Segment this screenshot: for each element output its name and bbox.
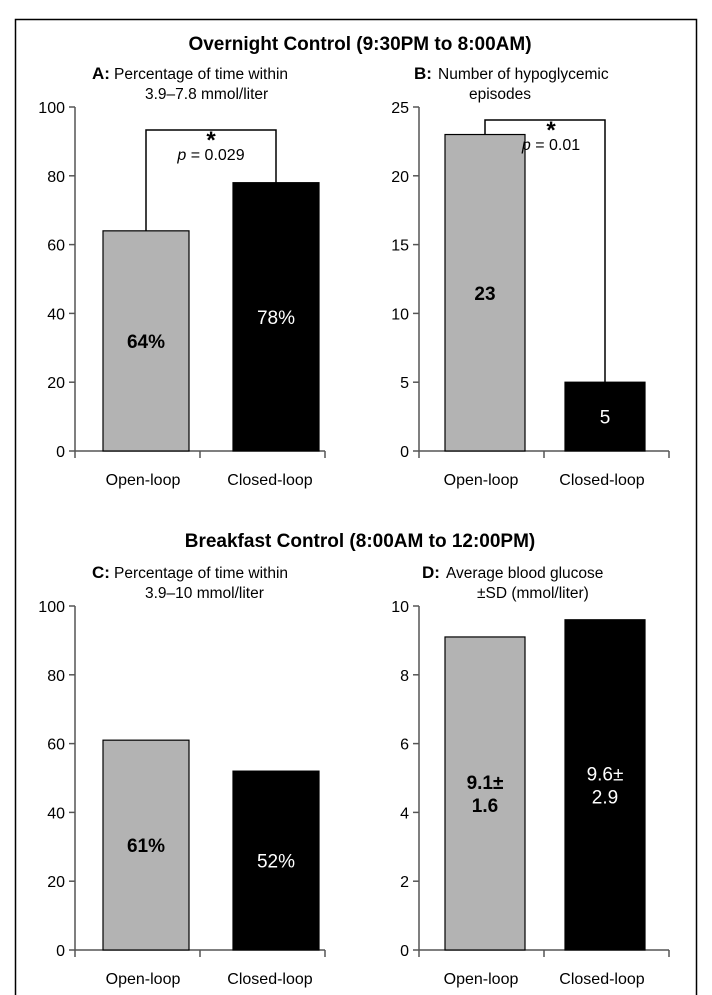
panel-letter: D: — [422, 563, 440, 582]
bar-open-loop — [102, 230, 190, 452]
panel-letter: B: — [414, 64, 432, 83]
p-value-label: p = 0.029 — [176, 147, 244, 164]
panel-title-line: 3.9–7.8 mmol/liter — [145, 86, 268, 103]
panel-title-line: Number of hypoglycemic — [438, 66, 609, 83]
panel-title-line: ±SD (mmol/liter) — [477, 585, 589, 602]
panel-letter: A: — [92, 64, 110, 83]
significance-star: * — [206, 127, 216, 154]
data-label: 1.6 — [472, 796, 498, 817]
panel-a: A: Percentage of time within 3.9–7.8 mmol/… — [38, 64, 326, 489]
y-tick-label: 25 — [391, 100, 409, 117]
y-tick-label: 6 — [400, 737, 409, 754]
data-label: 2.9 — [592, 787, 618, 808]
y-tick-label: 0 — [400, 943, 409, 960]
panel-c: C: Percentage of time within 3.9–10 mmol/l… — [38, 563, 326, 988]
y-tick-label: 60 — [47, 238, 65, 255]
y-tick-label: 100 — [38, 100, 65, 117]
y-tick-label: 0 — [56, 943, 65, 960]
panel-title-line: Percentage of time within — [114, 565, 288, 582]
y-tick-label: 20 — [391, 169, 409, 186]
category-label: Open-loop — [106, 971, 181, 988]
y-tick-label: 8 — [400, 668, 409, 685]
data-label: 9.6± — [587, 764, 624, 785]
data-label: 52% — [257, 852, 295, 873]
y-tick-label: 0 — [400, 444, 409, 461]
data-label: 64% — [127, 332, 165, 353]
panel-b: B: Number of hypoglycemic episodes 0 5 10 15 20… — [391, 64, 670, 489]
category-label: Closed-loop — [559, 472, 644, 489]
significance-bracket — [145, 129, 277, 231]
y-tick-label: 0 — [56, 444, 65, 461]
y-tick-label: 100 — [38, 599, 65, 616]
bar-closed-loop — [564, 381, 646, 452]
panel-title-line: episodes — [469, 86, 531, 103]
y-tick-label: 4 — [400, 805, 409, 822]
y-tick-label: 15 — [391, 238, 409, 255]
panel-title-line: 3.9–10 mmol/liter — [145, 585, 264, 602]
panel-title-line: Percentage of time within — [114, 66, 288, 83]
y-tick-label: 5 — [400, 375, 409, 392]
y-tick-label: 60 — [47, 737, 65, 754]
y-tick-label: 80 — [47, 668, 65, 685]
section-title-breakfast: Breakfast Control (8:00AM to 12:00PM) — [185, 531, 536, 552]
y-tick-label: 10 — [391, 306, 409, 323]
y-tick-label: 20 — [47, 375, 65, 392]
panel-title-line: Average blood glucose — [446, 565, 603, 582]
category-label: Open-loop — [106, 472, 181, 489]
y-tick-label: 2 — [400, 874, 409, 891]
y-tick-label: 80 — [47, 169, 65, 186]
category-label: Closed-loop — [559, 971, 644, 988]
significance-star: * — [546, 117, 556, 144]
y-tick-label: 40 — [47, 805, 65, 822]
category-label: Closed-loop — [227, 472, 312, 489]
panel-letter: C: — [92, 563, 110, 582]
bar-closed-loop — [232, 182, 320, 452]
category-label: Open-loop — [444, 472, 519, 489]
bar-closed-loop — [564, 619, 646, 951]
bar-open-loop — [102, 739, 190, 951]
data-label: 78% — [257, 308, 295, 329]
p-value-label: p = 0.01 — [521, 137, 580, 154]
y-tick-label: 20 — [47, 874, 65, 891]
category-label: Closed-loop — [227, 971, 312, 988]
section-title-overnight: Overnight Control (9:30PM to 8:00AM) — [188, 34, 531, 55]
data-label: 5 — [600, 408, 611, 429]
panel-d: D: Average blood glucose ±SD (mmol/liter) 0… — [391, 563, 670, 988]
data-label: 23 — [474, 284, 495, 305]
data-label: 61% — [127, 836, 165, 857]
significance-bracket — [484, 119, 606, 383]
y-tick-label: 10 — [391, 599, 409, 616]
category-label: Open-loop — [444, 971, 519, 988]
y-tick-label: 40 — [47, 306, 65, 323]
bar-open-loop — [444, 636, 526, 951]
bar-closed-loop — [232, 770, 320, 951]
data-label: 9.1± — [467, 773, 504, 794]
